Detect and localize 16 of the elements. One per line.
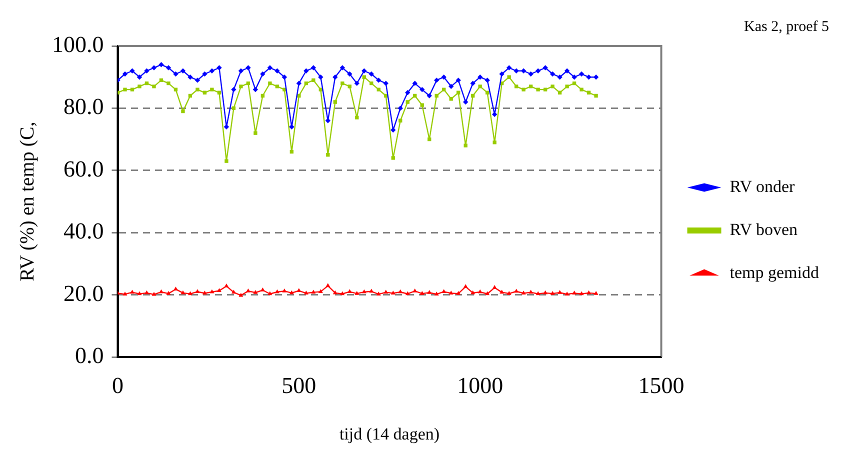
y-tick-label: 100.0 bbox=[52, 32, 104, 58]
y-tick-label: 80.0 bbox=[64, 94, 104, 120]
x-axis-title: tijd (14 dagen) bbox=[339, 424, 440, 444]
x-tick-label: 1500 bbox=[638, 372, 684, 398]
text: Kas 2, proef 5 bbox=[744, 18, 829, 35]
y-tick-label: 0.0 bbox=[75, 343, 104, 368]
x-tick-label: 0 bbox=[112, 372, 124, 398]
x-tick-label: 500 bbox=[282, 372, 316, 398]
legend-label: temp gemidd bbox=[730, 262, 820, 282]
legend-label: RV onder bbox=[730, 176, 796, 196]
y-tick-label: 20.0 bbox=[64, 280, 104, 306]
y-axis-title: RV (%) en temp (C, bbox=[16, 122, 38, 282]
y-tick-label: 40.0 bbox=[64, 218, 104, 244]
x-tick-label: 1000 bbox=[457, 372, 504, 398]
legend-label: RV boven bbox=[730, 220, 798, 239]
y-tick-label: 60.0 bbox=[64, 156, 104, 182]
